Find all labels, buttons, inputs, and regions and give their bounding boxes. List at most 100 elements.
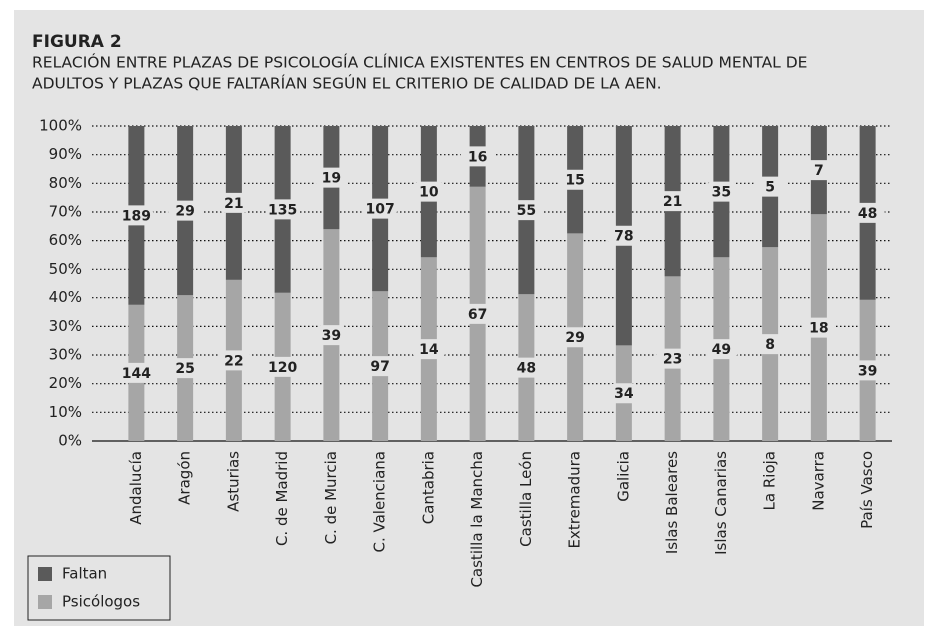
data-label: 34 — [614, 386, 634, 402]
data-label-background — [558, 169, 593, 190]
data-label: 144 — [122, 366, 151, 382]
legend-label: Psicólogos — [62, 593, 140, 611]
x-tick-label: C. de Madrid — [273, 451, 291, 546]
data-label: 107 — [366, 202, 395, 218]
data-label-background — [216, 350, 251, 371]
data-label-background — [509, 357, 544, 378]
data-label-background — [704, 181, 739, 202]
legend-box — [27, 555, 171, 621]
x-tick-label: C. Valenciana — [371, 451, 389, 553]
y-tick-label: 60% — [49, 231, 82, 249]
x-tick-label: Islas Canarias — [712, 451, 730, 555]
data-label: 29 — [565, 330, 584, 346]
y-tick-label: 50% — [49, 260, 82, 278]
y-tick-label: 100% — [39, 117, 82, 135]
y-tick-label: 10% — [49, 403, 82, 421]
data-label-background — [119, 205, 154, 226]
data-label: 29 — [175, 204, 194, 220]
data-label-background — [265, 199, 300, 220]
data-label: 16 — [468, 149, 487, 165]
y-tick-label: 90% — [49, 145, 82, 163]
x-tick-label: Extremadura — [566, 451, 584, 549]
y-tick-label: 0% — [58, 432, 82, 450]
y-tick-label: 30% — [49, 317, 82, 335]
x-tick-label: La Rioja — [761, 451, 779, 510]
data-label-background — [411, 339, 446, 360]
data-label: 135 — [268, 202, 297, 218]
data-label-background — [314, 167, 349, 188]
data-label: 18 — [809, 321, 828, 337]
x-tick-label: Castilla León — [517, 451, 535, 547]
data-label: 14 — [419, 342, 439, 358]
data-label: 49 — [712, 342, 731, 358]
legend-label: Faltan — [62, 565, 107, 583]
data-label: 55 — [517, 203, 536, 219]
y-tick-label: 30% — [49, 346, 82, 364]
data-label: 48 — [858, 206, 877, 222]
legend-swatch — [38, 567, 52, 581]
x-tick-label: País Vasco — [858, 451, 876, 529]
data-label: 8 — [765, 337, 775, 353]
data-label-background — [411, 181, 446, 202]
data-label-background — [606, 225, 641, 246]
data-label: 10 — [419, 185, 439, 201]
x-tick-label: Castilla la Mancha — [468, 451, 486, 588]
x-tick-label: Aragón — [176, 451, 194, 505]
x-tick-label: C. de Murcia — [322, 451, 340, 544]
x-tick-label: Cantabria — [419, 451, 437, 524]
x-tick-label: Asturias — [224, 451, 242, 512]
data-label: 19 — [322, 171, 341, 187]
data-label-background — [753, 334, 788, 355]
data-label-background — [363, 356, 398, 377]
x-tick-label: Galicia — [614, 451, 632, 502]
y-tick-label: 20% — [49, 374, 82, 392]
data-label-background — [168, 200, 203, 221]
data-label-background — [168, 358, 203, 379]
data-label-background — [460, 146, 495, 167]
data-label: 48 — [517, 361, 536, 377]
data-label: 39 — [322, 328, 341, 344]
data-label: 97 — [370, 359, 389, 375]
data-label-background — [119, 362, 154, 383]
data-label-background — [704, 339, 739, 360]
y-tick-label: 40% — [49, 288, 82, 306]
data-label: 21 — [224, 196, 243, 212]
data-label: 189 — [122, 208, 151, 224]
data-label: 67 — [468, 307, 487, 323]
data-label-background — [753, 176, 788, 197]
data-label-background — [606, 383, 641, 404]
data-label: 78 — [614, 229, 633, 245]
data-label-background — [558, 327, 593, 348]
chart-subtitle: ADULTOS Y PLAZAS QUE FALTARÍAN SEGÚN EL … — [32, 74, 662, 93]
data-label: 5 — [765, 180, 775, 196]
data-label: 39 — [858, 363, 877, 379]
data-label-background — [363, 198, 398, 219]
data-label: 120 — [268, 360, 297, 376]
data-label: 23 — [663, 352, 682, 368]
data-label-background — [850, 202, 885, 223]
y-tick-label: 80% — [49, 174, 82, 192]
data-label-background — [216, 192, 251, 213]
y-tick-label: 70% — [49, 202, 82, 220]
data-label: 21 — [663, 194, 682, 210]
data-label-background — [509, 200, 544, 221]
data-label: 22 — [224, 353, 243, 369]
data-label: 7 — [814, 163, 824, 179]
data-label-background — [460, 303, 495, 324]
data-label-background — [801, 317, 836, 338]
data-label-background — [850, 360, 885, 381]
chart-title: FIGURA 2 — [32, 32, 122, 52]
data-label-background — [655, 348, 690, 369]
data-label-background — [265, 356, 300, 377]
x-tick-label: Andalucía — [127, 451, 145, 525]
x-tick-label: Islas Baleares — [663, 451, 681, 554]
x-tick-label: Navarra — [809, 451, 827, 511]
data-label-background — [655, 191, 690, 212]
legend-swatch — [38, 595, 52, 609]
data-label: 15 — [565, 173, 584, 189]
data-label: 25 — [175, 361, 194, 377]
data-label-background — [801, 160, 836, 181]
data-label: 35 — [712, 185, 731, 201]
data-label-background — [314, 325, 349, 346]
